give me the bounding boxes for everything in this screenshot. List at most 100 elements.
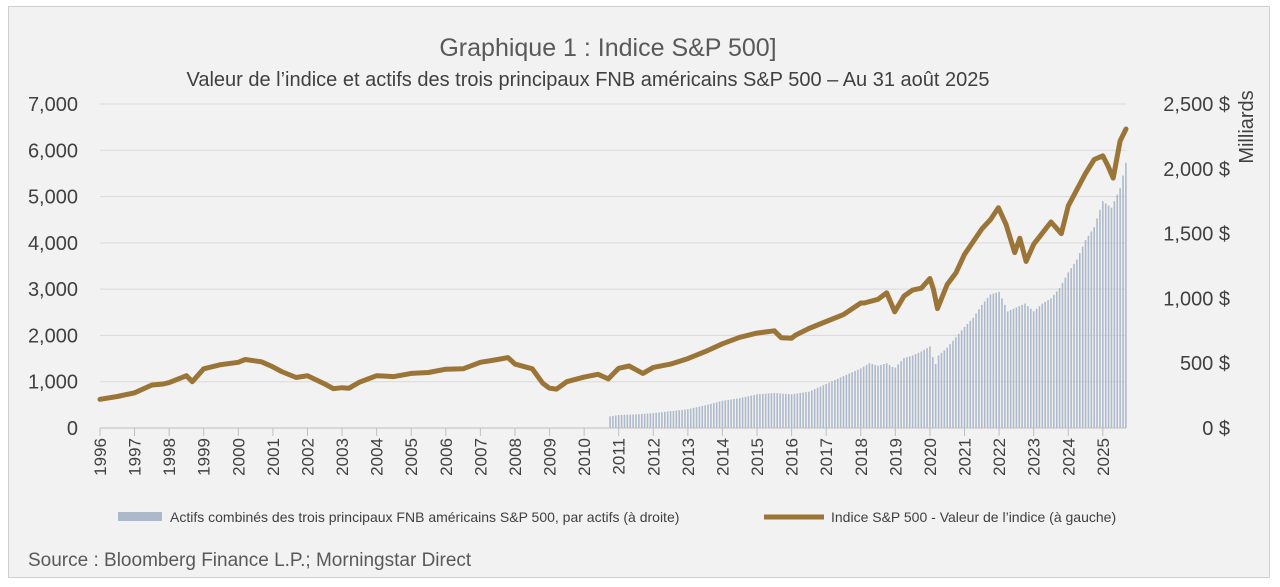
asset-bar	[1018, 306, 1021, 428]
asset-bar	[713, 403, 715, 428]
asset-bar	[900, 361, 902, 428]
x-tick-label: 2011	[610, 438, 629, 475]
y2-tick-label: 2,500 $	[1163, 94, 1230, 116]
asset-bar	[640, 413, 643, 428]
x-tick-label: 2001	[264, 438, 283, 476]
asset-bar	[842, 376, 845, 428]
asset-bar	[1029, 308, 1032, 428]
asset-bar	[819, 386, 822, 428]
asset-bar	[1035, 308, 1038, 428]
asset-bar	[707, 404, 709, 428]
asset-bar	[684, 409, 686, 428]
y2-tick-label: 1,000 $	[1163, 288, 1230, 310]
asset-bar	[998, 291, 1000, 428]
asset-bar	[669, 411, 672, 428]
asset-bar	[926, 348, 928, 428]
asset-bar	[1102, 201, 1104, 428]
source-note: Source : Bloomberg Finance L.P.; Morning…	[28, 550, 472, 571]
y-tick-label: 5,000	[28, 187, 78, 209]
asset-bar	[825, 383, 827, 428]
asset-bar	[920, 351, 923, 428]
asset-bar	[744, 396, 747, 428]
x-tick-label: 2025	[1094, 438, 1113, 476]
asset-bar	[865, 364, 868, 428]
asset-bar	[874, 364, 876, 428]
asset-bar	[871, 364, 874, 428]
x-tick-label: 2007	[471, 438, 490, 476]
asset-bar	[1107, 205, 1110, 428]
asset-bar	[877, 365, 879, 428]
legend-swatch-assets	[118, 512, 162, 521]
y-tick-label: 3,000	[28, 279, 78, 301]
asset-bar	[1047, 300, 1049, 428]
legend: Actifs combinés des trois principaux FNB…	[118, 509, 1116, 525]
asset-bar	[1076, 259, 1078, 428]
asset-bar	[661, 412, 663, 428]
asset-bar	[770, 393, 773, 428]
y2-tick-label: 1,500 $	[1163, 224, 1230, 246]
asset-bar	[698, 406, 701, 428]
asset-bar	[957, 333, 960, 428]
asset-bar	[1061, 282, 1064, 428]
y-tick-label: 0	[67, 418, 78, 440]
asset-bar	[888, 365, 891, 428]
asset-bar	[831, 381, 833, 428]
y-tick-label: 4,000	[28, 233, 78, 255]
asset-bar	[617, 415, 620, 428]
asset-bar	[787, 394, 790, 428]
asset-bar	[940, 352, 943, 428]
asset-bar	[969, 320, 972, 428]
asset-bar	[646, 413, 649, 428]
asset-bar	[1024, 303, 1026, 428]
asset-bar	[934, 364, 937, 428]
asset-bar	[816, 387, 819, 428]
asset-bar	[753, 394, 755, 428]
asset-bar	[1050, 298, 1052, 428]
asset-bar	[652, 413, 655, 428]
asset-bar	[995, 292, 998, 428]
x-tick-label: 1998	[160, 438, 179, 476]
asset-bar	[862, 366, 865, 428]
asset-bar	[761, 393, 764, 428]
x-tick-label: 2012	[644, 438, 663, 476]
asset-bar	[620, 414, 623, 428]
asset-bar	[1104, 203, 1107, 428]
x-tick-label: 2023	[1025, 438, 1044, 476]
asset-bar	[756, 394, 758, 428]
asset-bar	[695, 407, 698, 428]
asset-bar	[721, 400, 724, 428]
x-tick-label: 2009	[541, 438, 560, 476]
asset-bar	[1044, 301, 1046, 428]
asset-bar	[1015, 307, 1018, 428]
asset-bar	[1073, 263, 1075, 428]
asset-bar	[609, 416, 611, 428]
x-tick-label: 2015	[748, 438, 767, 476]
x-tick-label: 1996	[91, 438, 110, 476]
asset-bar	[972, 317, 974, 428]
asset-bar	[689, 408, 692, 428]
chart-title: Graphique 1 : Indice S&P 500]	[439, 34, 776, 62]
x-tick-label: 2008	[506, 438, 525, 476]
asset-bar	[666, 411, 669, 428]
asset-bar	[868, 363, 871, 428]
asset-bar	[839, 377, 842, 428]
asset-bar	[764, 393, 767, 428]
asset-bar	[1021, 304, 1023, 428]
asset-bar	[822, 385, 825, 428]
x-tick-label: 2003	[333, 438, 352, 476]
asset-bar	[880, 364, 882, 428]
asset-bar	[747, 396, 750, 428]
asset-bar	[750, 395, 753, 428]
asset-bar	[612, 415, 614, 428]
asset-bar	[813, 389, 816, 428]
etf-assets-bars	[609, 162, 1127, 428]
asset-bar	[675, 410, 678, 428]
asset-bar	[615, 415, 617, 428]
asset-bar	[903, 358, 905, 428]
asset-bar	[1038, 306, 1041, 428]
asset-bar	[1004, 304, 1006, 428]
asset-bar	[649, 413, 652, 428]
x-tick-label: 2014	[713, 438, 732, 476]
asset-bar	[1070, 268, 1072, 428]
